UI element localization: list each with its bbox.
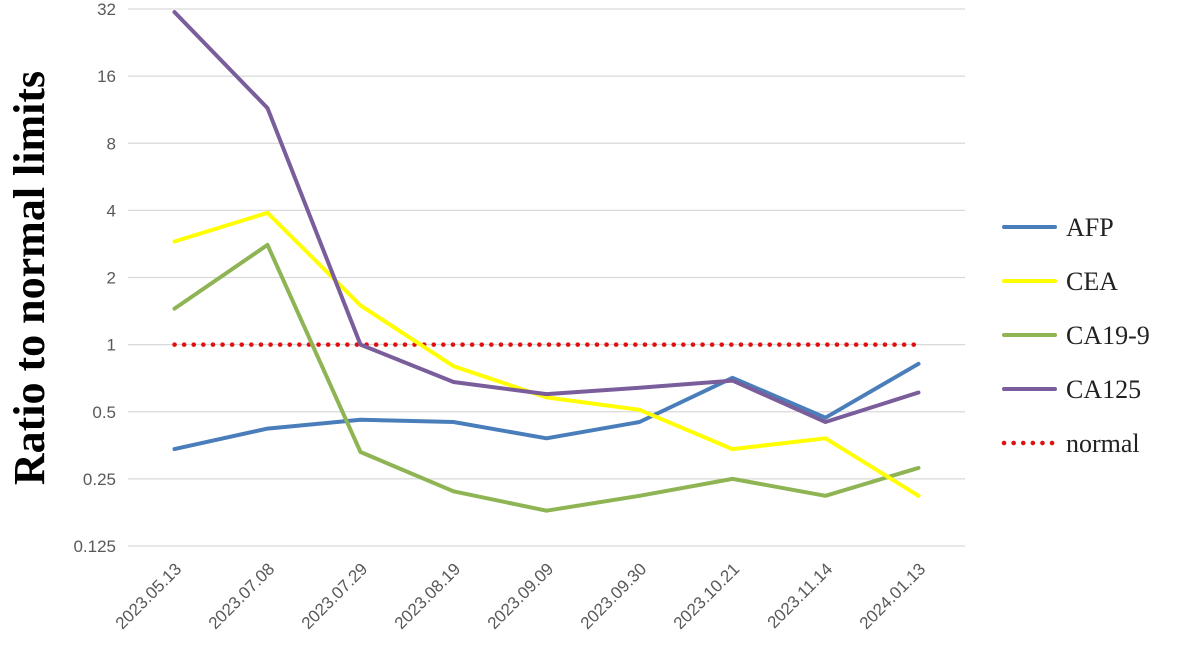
x-tick-labels: 2023.05.13 2023.07.08 2023.07.29 2023.08.19… xyxy=(112,559,930,633)
legend-label: CEA xyxy=(1066,267,1118,296)
series-lines xyxy=(172,10,921,513)
series-line-ca19-9 xyxy=(172,242,921,513)
legend-label: CA125 xyxy=(1066,375,1141,404)
y-tick-label: 8 xyxy=(107,134,116,153)
legend-label: AFP xyxy=(1066,213,1114,242)
x-tick-label: 2023.07.08 xyxy=(205,559,279,633)
gridlines xyxy=(128,8,965,547)
x-tick-label: 2023.08.19 xyxy=(391,559,465,633)
x-tick-label: 2023.07.29 xyxy=(298,559,372,633)
x-tick-label: 2023.09.30 xyxy=(577,559,651,633)
legend: AFP CEA CA19-9 CA125 normal xyxy=(1001,213,1150,458)
y-tick-label: 32 xyxy=(97,0,116,19)
x-tick-label: 2024.01.13 xyxy=(856,559,930,633)
y-tick-label: 1 xyxy=(107,336,116,355)
y-tick-label: 0.125 xyxy=(73,537,116,556)
series-line-afp xyxy=(172,361,921,452)
y-tick-label: 2 xyxy=(107,269,116,288)
y-tick-label: 0.25 xyxy=(83,470,116,489)
legend-label: CA19-9 xyxy=(1066,321,1150,350)
y-tick-label: 16 xyxy=(97,67,116,86)
legend-label: normal xyxy=(1066,429,1140,458)
series-line-cea xyxy=(172,210,921,498)
x-tick-label: 2023.09.09 xyxy=(484,559,558,633)
y-tick-label: 4 xyxy=(107,201,116,220)
x-tick-label: 2023.11.14 xyxy=(764,559,837,632)
y-axis-label: Ratio to normal limits xyxy=(5,71,54,485)
x-tick-label: 2023.10.21 xyxy=(670,559,744,633)
y-tick-label: 0.5 xyxy=(92,403,116,422)
y-tick-labels: 0.125 0.25 0.5 1 2 4 8 16 32 xyxy=(73,0,116,556)
x-tick-label: 2023.05.13 xyxy=(112,559,186,633)
series-line-ca125 xyxy=(172,10,921,424)
